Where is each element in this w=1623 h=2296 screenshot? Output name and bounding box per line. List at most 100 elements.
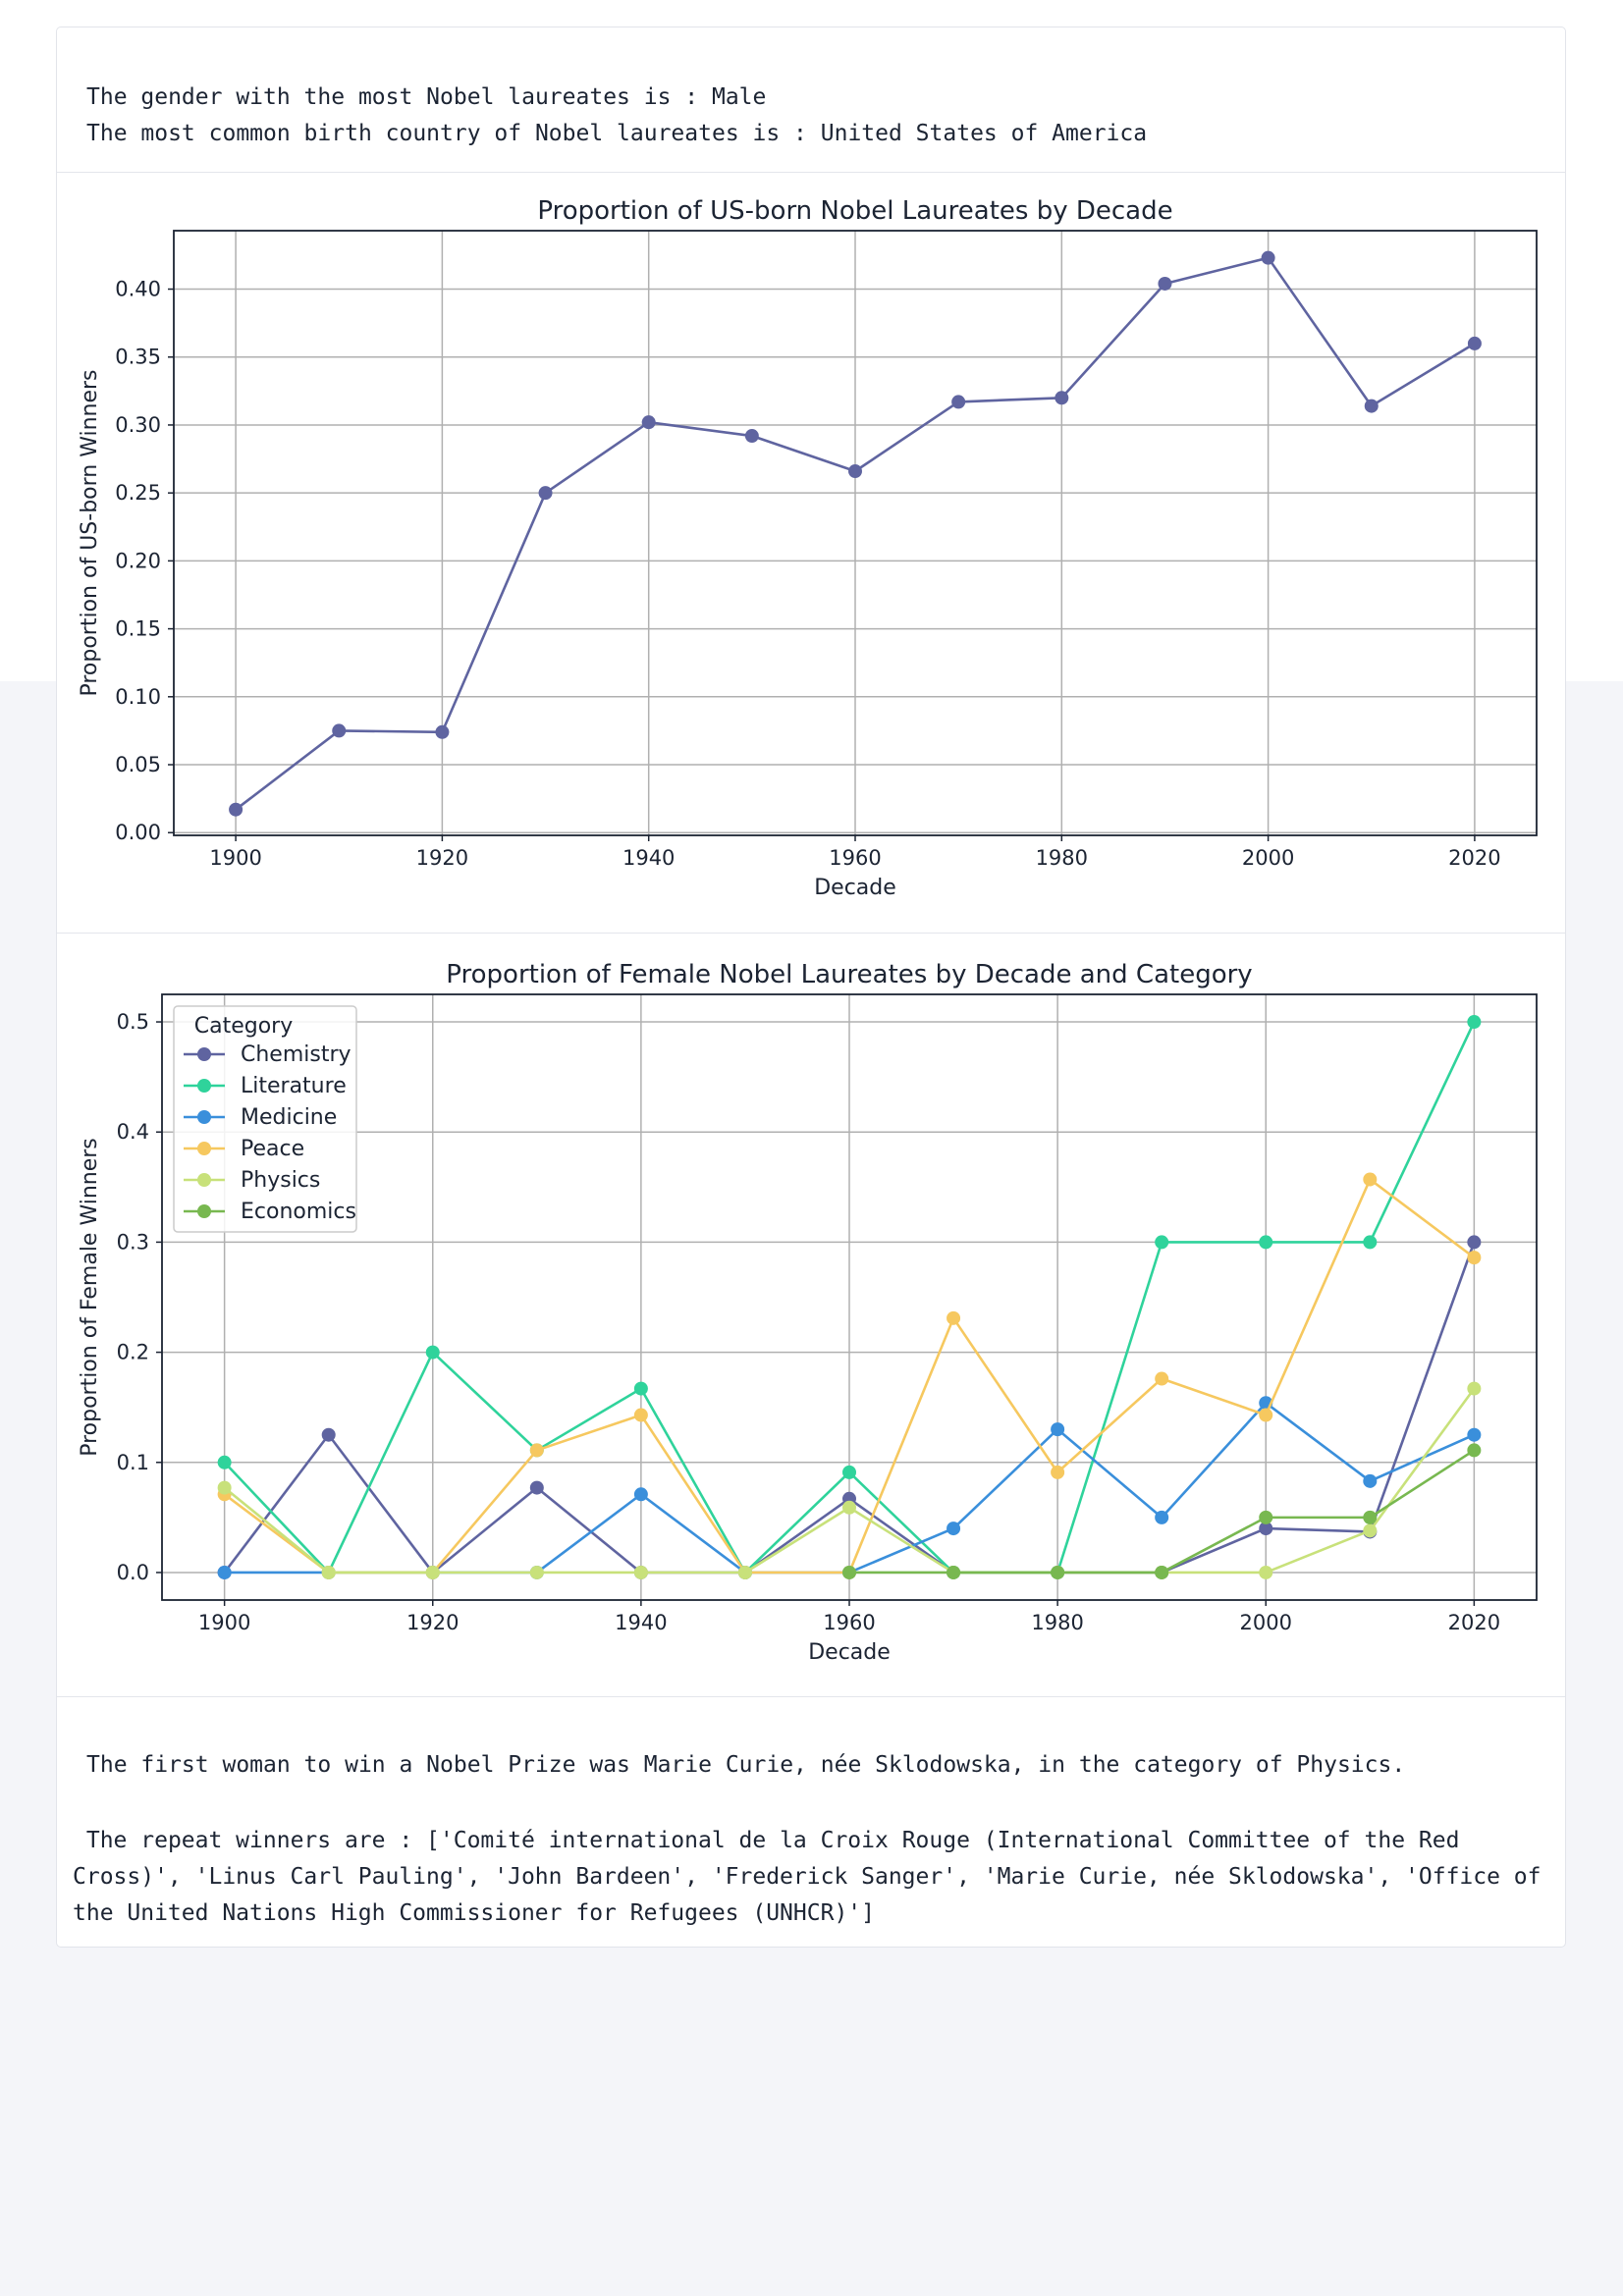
y-tick-label: 0.05 (115, 753, 161, 776)
y-axis-label: Proportion of Female Winners (78, 1138, 102, 1457)
x-tick-label: 1980 (1031, 1611, 1083, 1634)
x-tick-label: 1900 (209, 846, 261, 870)
data-point-physics (425, 1565, 440, 1579)
data-point-peace (529, 1443, 544, 1458)
data-point-economics (1051, 1565, 1065, 1579)
legend-swatch-marker (197, 1079, 211, 1093)
data-point-peace (1467, 1251, 1482, 1265)
x-tick-label: 2000 (1240, 1611, 1292, 1634)
data-point-peace (1259, 1408, 1273, 1422)
data-point-literature (1259, 1235, 1273, 1250)
x-tick-label: 1940 (615, 1611, 667, 1634)
y-tick-label: 0.5 (117, 1010, 149, 1034)
data-point-chemistry (529, 1480, 544, 1495)
data-point-medicine (633, 1487, 648, 1502)
legend-swatch-marker (197, 1047, 211, 1061)
x-tick-label: 1940 (622, 846, 675, 870)
x-tick-label: 1980 (1036, 846, 1088, 870)
y-tick-label: 0.1 (117, 1451, 149, 1474)
y-axis-label: Proportion of US-born Winners (78, 369, 102, 696)
female-proportion-chart: 1900 1920 1940 1960 1980 2000 2020 0.0 0.1 0.2 0.3… (78, 960, 1538, 1665)
data-point-economics (842, 1565, 856, 1579)
x-tick-label: 1920 (406, 1611, 459, 1634)
plot-frame (173, 230, 1538, 836)
data-point-literature (1155, 1235, 1169, 1250)
chart-title: Proportion of US-born Nobel Laureates by… (537, 196, 1172, 226)
data-point-literature (1363, 1235, 1378, 1250)
legend-swatch-marker (197, 1110, 211, 1124)
data-point-main (1261, 250, 1275, 265)
data-point-peace (1155, 1371, 1169, 1386)
y-tick-label: 0.15 (115, 617, 161, 641)
data-point-economics (1467, 1443, 1482, 1458)
data-point-main (744, 429, 759, 444)
data-point-peace (633, 1408, 648, 1422)
data-point-main (229, 802, 243, 817)
y-tick-label: 0.3 (117, 1230, 149, 1254)
y-tick-label: 0.00 (115, 821, 161, 844)
y-tick-label: 0.40 (115, 278, 161, 301)
y-tick-label: 0.0 (117, 1561, 149, 1584)
data-point-main (951, 395, 966, 409)
data-point-chemistry (1259, 1522, 1273, 1536)
x-tick-label: 1900 (198, 1611, 250, 1634)
data-point-main (435, 724, 450, 739)
legend-swatch-marker (197, 1173, 211, 1187)
notebook-output-cell (56, 27, 1566, 1948)
data-point-chemistry (321, 1427, 336, 1442)
chart-title: Proportion of Female Nobel Laureates by … (446, 960, 1252, 989)
data-point-physics (529, 1565, 544, 1579)
data-point-physics (1259, 1565, 1273, 1579)
y-tick-label: 0.30 (115, 413, 161, 437)
y-tick-label: 0.2 (117, 1341, 149, 1364)
output-divider (57, 172, 1565, 173)
data-point-physics (633, 1565, 648, 1579)
data-point-literature (633, 1381, 648, 1396)
legend-label-chemistry: Chemistry (241, 1042, 352, 1067)
x-tick-label: 1960 (829, 846, 881, 870)
data-point-main (1364, 399, 1379, 413)
data-point-literature (425, 1345, 440, 1360)
plot-frame (161, 993, 1538, 1601)
data-point-physics (217, 1480, 232, 1495)
data-point-main (641, 415, 656, 430)
x-tick-label: 1920 (416, 846, 468, 870)
data-point-economics (1363, 1510, 1378, 1524)
legend-label-peace: Peace (241, 1137, 304, 1161)
data-point-main (1158, 276, 1172, 291)
output-country-line: The most common birth country of Nobel l… (86, 121, 1148, 146)
output-first-woman-line: The first woman to win a Nobel Prize was… (86, 1752, 1406, 1778)
output-divider (57, 1696, 1565, 1697)
data-point-main (538, 486, 553, 501)
us-born-proportion-chart: 1900 1920 1940 1960 1980 2000 2020 0.00 0.05 0.10… (78, 196, 1538, 900)
y-tick-label: 0.35 (115, 346, 161, 369)
data-point-literature (217, 1455, 232, 1469)
x-tick-label: 2020 (1448, 1611, 1500, 1634)
y-tick-label: 0.10 (115, 685, 161, 709)
legend-label-economics: Economics (241, 1200, 356, 1224)
y-tick-label: 0.25 (115, 481, 161, 505)
x-tick-label: 1960 (823, 1611, 875, 1634)
legend-title: Category (194, 1014, 294, 1039)
data-point-physics (1363, 1523, 1378, 1538)
legend-box (173, 1005, 357, 1233)
data-point-medicine (1051, 1422, 1065, 1437)
output-divider (57, 933, 1565, 934)
output-gender-line: The gender with the most Nobel laureates… (86, 84, 767, 110)
output-repeat-winners-text: The repeat winners are : ['Comité intern… (73, 1828, 1542, 1926)
data-point-peace (1363, 1172, 1378, 1187)
data-point-medicine (217, 1565, 232, 1579)
data-point-peace (1051, 1465, 1065, 1479)
data-point-medicine (947, 1522, 961, 1536)
data-point-medicine (1363, 1473, 1378, 1488)
data-point-economics (1259, 1510, 1273, 1524)
data-point-main (1467, 336, 1482, 350)
data-point-medicine (1155, 1510, 1169, 1524)
data-point-main (848, 464, 862, 479)
x-axis-label: Decade (814, 876, 896, 900)
y-tick-label: 0.4 (117, 1120, 149, 1144)
legend-swatch-marker (197, 1142, 211, 1155)
x-axis-label: Decade (808, 1640, 891, 1665)
data-point-peace (947, 1310, 961, 1325)
data-point-chemistry (1467, 1235, 1482, 1250)
